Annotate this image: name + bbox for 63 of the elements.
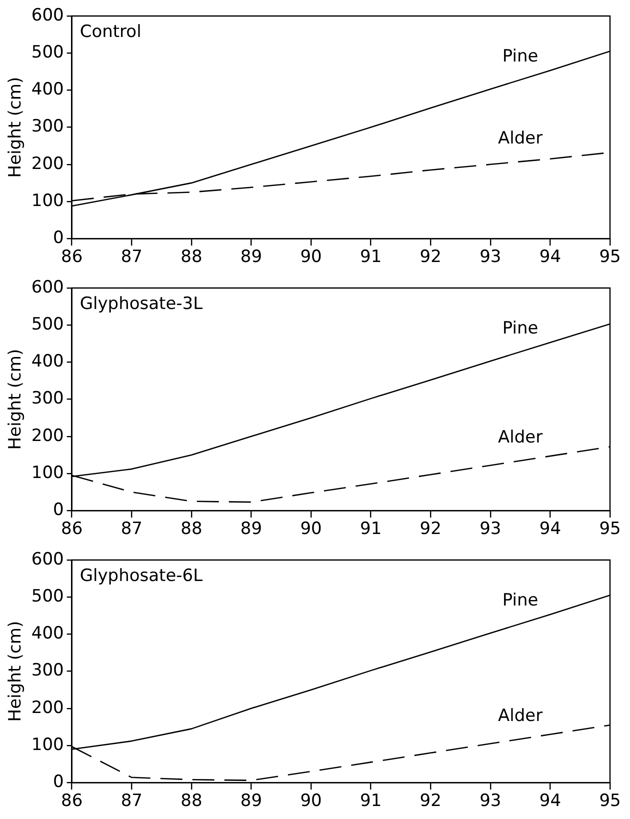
y-tick-label: 600	[31, 277, 64, 298]
x-tick-label: 94	[539, 791, 562, 812]
y-tick-label: 500	[31, 314, 64, 335]
y-tick-label: 500	[31, 42, 64, 63]
series-label: Alder	[498, 428, 543, 448]
x-tick-label: 94	[539, 247, 562, 268]
x-tick-label: 93	[480, 247, 502, 268]
y-tick-label: 100	[31, 190, 64, 211]
x-tick-label: 89	[240, 247, 262, 268]
x-tick-label: 90	[300, 519, 322, 540]
x-tick-label: 86	[61, 519, 83, 540]
x-tick-label: 86	[61, 791, 83, 812]
y-tick-label: 600	[31, 549, 64, 570]
y-tick-label: 600	[31, 5, 64, 26]
y-tick-label: 300	[31, 388, 64, 409]
y-axis-title: Height (cm)	[6, 620, 26, 722]
chart-title: Glyphosate-6L	[80, 566, 204, 586]
series-label: Pine	[502, 318, 538, 339]
series-label: Pine	[502, 590, 538, 611]
x-tick-label: 93	[480, 791, 502, 812]
y-axis-title: Height (cm)	[6, 348, 26, 450]
x-tick-label: 86	[61, 247, 83, 268]
x-tick-label: 92	[420, 791, 442, 812]
x-tick-label: 91	[360, 519, 382, 540]
y-tick-label: 200	[31, 698, 64, 718]
x-tick-label: 87	[120, 791, 142, 812]
series-label: Pine	[502, 46, 538, 67]
y-axis-title: Height (cm)	[6, 76, 26, 178]
y-tick-label: 0	[53, 500, 64, 520]
y-tick-label: 100	[31, 734, 64, 755]
x-tick-label: 90	[300, 791, 322, 812]
x-tick-label: 95	[599, 247, 621, 268]
chart-title: Control	[80, 22, 142, 42]
y-tick-label: 100	[31, 462, 64, 483]
x-tick-label: 88	[180, 791, 202, 812]
x-tick-label: 95	[599, 791, 621, 812]
y-tick-label: 400	[31, 624, 64, 644]
y-tick-label: 0	[53, 228, 64, 248]
x-tick-label: 91	[360, 791, 382, 812]
x-tick-label: 93	[480, 519, 502, 540]
x-tick-label: 95	[599, 519, 621, 540]
series-label: Alder	[498, 706, 543, 726]
y-tick-label: 500	[31, 586, 64, 607]
x-tick-label: 92	[420, 247, 442, 268]
y-tick-label: 400	[31, 80, 64, 100]
y-tick-label: 400	[31, 352, 64, 372]
x-tick-label: 92	[420, 519, 442, 540]
y-tick-label: 300	[31, 660, 64, 681]
y-tick-label: 0	[53, 772, 64, 792]
x-tick-label: 88	[180, 247, 202, 268]
chart-title: Glyphosate-3L	[80, 294, 204, 314]
series-label: Alder	[498, 128, 543, 149]
x-tick-label: 90	[300, 247, 322, 268]
x-tick-label: 94	[539, 519, 562, 540]
x-tick-label: 87	[120, 247, 142, 268]
x-tick-label: 89	[240, 519, 262, 540]
x-tick-label: 91	[360, 247, 382, 268]
y-tick-label: 200	[31, 154, 64, 174]
y-tick-label: 200	[31, 426, 64, 446]
y-tick-label: 300	[31, 116, 64, 137]
x-tick-label: 89	[240, 791, 262, 812]
x-tick-label: 87	[120, 519, 142, 540]
x-tick-label: 88	[180, 519, 202, 540]
